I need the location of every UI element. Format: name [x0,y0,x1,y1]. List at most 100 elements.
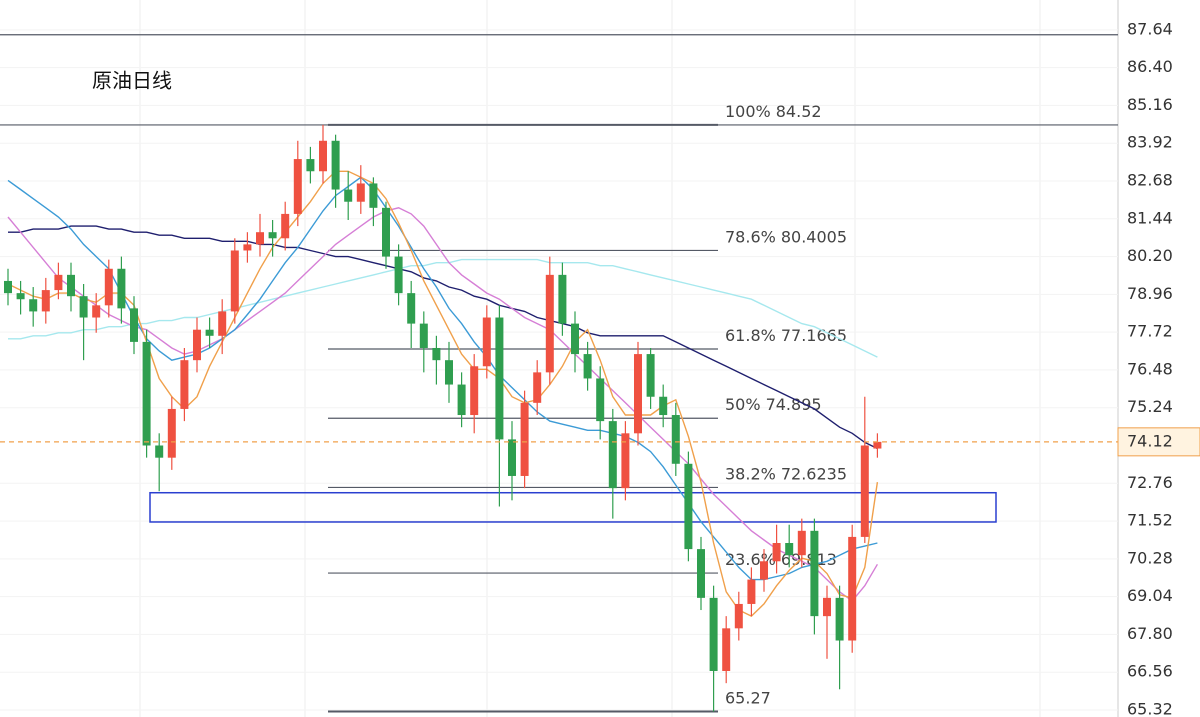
candle-body [356,183,365,202]
candle-body [470,366,479,416]
fib-label: 23.6% 69.813 [725,550,837,569]
fib-price: 77.1665 [781,326,847,345]
ma-line [7,207,879,602]
candle-body [369,183,378,208]
y-tick-label: 75.24 [1127,397,1173,416]
y-tick-label: 67.80 [1127,624,1173,643]
candle-body [835,597,844,641]
candle-body [823,597,831,617]
fib-ratio: 50% [725,395,761,414]
candle-body [646,354,655,397]
candle-body [180,360,189,409]
candle-body [205,329,214,336]
y-tick-label: 85.16 [1127,95,1173,114]
y-tick-label: 81.44 [1127,208,1173,227]
candle-body [457,384,466,416]
fib-price: 80.4005 [781,227,847,246]
fib-ratio: 61.8% [725,326,776,345]
candle-body [671,415,680,464]
fib-ratio: 38.2% [725,464,776,483]
candle-body [848,536,857,641]
candle-body [495,317,504,440]
candle-body [268,232,277,239]
y-tick-label: 71.52 [1127,511,1173,530]
candle-body [344,189,353,202]
y-tick-label: 80.20 [1127,246,1173,265]
candle-body [571,323,579,355]
fib-label: 50% 74.895 [725,395,822,414]
candle-body [16,293,25,300]
candle-body [382,207,390,257]
candle-body [533,372,542,403]
current-price-label: 74.12 [1127,431,1173,450]
candle-body [860,445,869,537]
candle-body [54,274,63,291]
y-tick-label: 86.40 [1127,57,1173,76]
candle-body [873,441,882,449]
candle-body [407,293,416,324]
candle-body [193,329,201,361]
candle-body [747,579,756,604]
fib-price: 69.813 [781,550,837,569]
candle-body [558,274,567,324]
candle-body [117,268,126,309]
candle-body [545,274,554,373]
fib-label: 78.6% 80.4005 [725,227,847,246]
candle-body [155,445,164,458]
y-tick-label: 76.48 [1127,359,1173,378]
candle-body [394,256,403,294]
candle-body [445,360,453,385]
y-tick-label: 69.04 [1127,586,1173,605]
ma-line [8,225,878,450]
candle-body [520,402,529,476]
current-price-box [1117,427,1200,457]
candle-body [419,323,428,348]
y-tick-label: 87.64 [1127,19,1173,38]
y-tick-label: 65.32 [1127,699,1173,717]
candle-body [659,396,668,416]
fib-label: 65.27 [725,688,771,707]
candle-body [256,232,264,245]
zone-box [149,491,997,523]
candle-body [583,354,592,379]
chart-title: 原油日线 [92,69,172,93]
fib-price: 65.27 [725,688,771,707]
candle-body [760,561,768,580]
candle-body [432,347,441,361]
candle-body [41,290,50,312]
candle-body [67,274,75,297]
candle-body [709,597,718,671]
candle-body [142,341,151,446]
y-tick-label: 66.56 [1127,662,1173,681]
fib-price: 72.6235 [781,464,847,483]
y-tick-label: 78.96 [1127,284,1173,303]
candle-body [306,159,315,172]
y-tick-label: 83.92 [1127,133,1173,152]
y-tick-label: 82.68 [1127,171,1173,190]
fib-ratio: 78.6% [725,227,776,246]
candle-body [167,408,176,458]
fib-ratio: 100% [725,101,771,120]
fib-label: 38.2% 72.6235 [725,464,847,483]
candle-body [130,308,138,342]
candle-body [508,439,516,476]
candle-body [634,354,642,434]
candle-body [722,628,731,671]
candle-body [4,280,12,294]
candle-body [293,159,302,214]
y-tick-label: 77.72 [1127,322,1173,341]
candle-body [319,140,327,172]
fib-price: 84.52 [776,101,822,120]
candle-body [230,250,239,312]
candle-body [281,213,290,239]
candle-body [621,433,630,489]
candle-body [734,603,743,629]
y-tick-label: 72.76 [1127,473,1173,492]
candle-body [608,421,617,489]
candle-body [331,140,340,190]
candle-body [797,530,806,556]
candle-body [218,311,227,336]
y-tick-label: 70.28 [1127,548,1173,567]
candle-body [482,317,491,367]
candle-body [810,530,819,617]
